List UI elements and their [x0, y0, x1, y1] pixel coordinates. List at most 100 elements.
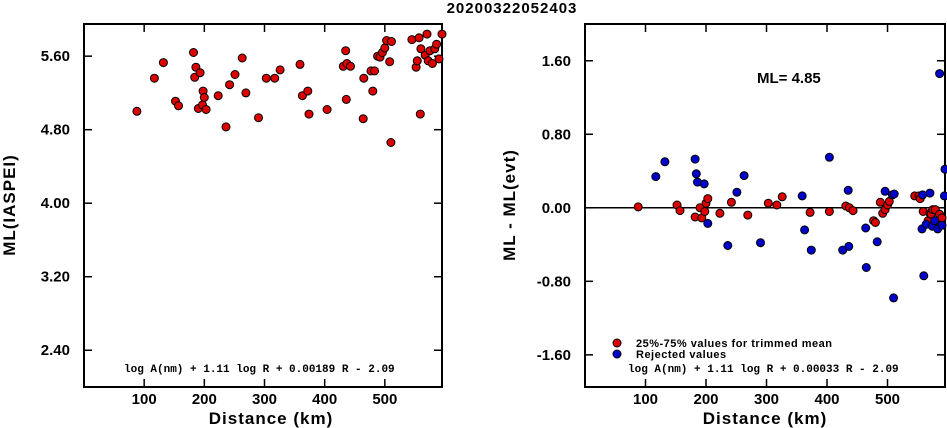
left-data-point	[437, 29, 447, 39]
left-data-point	[407, 35, 417, 45]
right-data-point	[870, 218, 880, 227]
right-data-point	[918, 190, 928, 200]
right-data-point	[772, 200, 782, 210]
left-data-point	[385, 57, 395, 67]
right-data-point	[889, 189, 899, 199]
left-x-tick-label: 500	[372, 391, 397, 408]
left-x-tick-label: 100	[132, 391, 157, 408]
left-data-point	[174, 101, 183, 111]
right-data-point	[690, 154, 700, 164]
left-data-point	[199, 93, 209, 102]
left-data-point	[261, 73, 271, 83]
left-data-point	[341, 94, 351, 104]
right-data-point	[699, 179, 709, 189]
right-data-point	[739, 171, 749, 181]
left-data-point	[387, 37, 396, 46]
left-x-axis-label: Distance (km)	[209, 409, 333, 428]
right-data-point	[937, 220, 947, 230]
legend-label-trimmed: 25%-75% values for trimmed mean	[636, 338, 832, 350]
right-data-point	[940, 164, 947, 174]
left-y-tick-label: 3.20	[41, 269, 70, 286]
right-data-point	[732, 187, 742, 197]
left-data-point	[237, 53, 247, 63]
left-data-point	[416, 44, 426, 54]
left-formula-annotation: log A(nm) + 1.11 log R + 0.00189 R - 2.0…	[124, 364, 395, 376]
right-data-point	[861, 223, 871, 233]
right-data-point	[824, 207, 834, 216]
left-data-point	[415, 109, 425, 119]
right-data-point	[930, 216, 940, 226]
left-data-point	[370, 66, 380, 76]
right-data-point	[848, 206, 858, 216]
right-formula-annotation: log A(nm) + 1.11 log R + 0.00033 R - 2.0…	[628, 364, 899, 376]
left-data-point	[380, 43, 390, 53]
right-plot-panel: 100 200 300 400 500 -1.60 -0.80 0.00 0.80 1.60 ML…	[500, 23, 947, 428]
left-data-point	[132, 106, 142, 116]
left-y-tick-label: 4.00	[41, 195, 70, 212]
right-x-tick-label: 500	[875, 391, 900, 408]
legend-marker-trimmed	[612, 338, 622, 348]
left-data-point	[427, 59, 437, 68]
left-data-point	[422, 29, 432, 39]
left-plot-panel: 100 200 300 400 500 2.40 3.20 4.00 4.80 5.60 log …	[0, 23, 447, 428]
chart-title: 20200322052403	[447, 0, 578, 17]
right-x-tick-label: 100	[633, 391, 658, 408]
left-data-point	[158, 58, 168, 68]
left-data-point	[195, 68, 205, 78]
right-data-point	[651, 172, 661, 182]
right-data-point	[925, 188, 935, 198]
left-data-point	[386, 138, 396, 147]
right-data-point	[703, 194, 713, 204]
right-data-point	[700, 207, 710, 216]
left-data-point	[359, 73, 369, 83]
left-data-point	[432, 39, 442, 49]
right-y-tick-label: -0.80	[537, 273, 571, 290]
right-data-point	[633, 202, 643, 212]
right-y-tick-label: -1.60	[537, 347, 571, 364]
left-plot-frame	[83, 23, 443, 388]
right-data-point	[743, 210, 753, 220]
right-data-point	[726, 197, 736, 207]
left-data-point	[322, 105, 332, 114]
left-data-point	[225, 80, 235, 90]
right-data-point	[777, 192, 787, 202]
legend: 25%-75% values for trimmed mean Rejected…	[612, 338, 832, 361]
left-data-point	[149, 73, 159, 83]
right-plot-frame	[584, 23, 946, 388]
left-y-tick-label: 2.40	[41, 342, 70, 359]
left-data-point	[303, 86, 313, 96]
ml-value-label: ML= 4.85	[757, 70, 821, 87]
right-data-point	[703, 218, 713, 228]
right-data-point	[800, 225, 810, 235]
right-data-point	[715, 208, 725, 218]
left-data-point	[414, 33, 424, 43]
right-data-point	[756, 238, 765, 248]
right-y-tick-label: 0.80	[542, 126, 571, 143]
left-data-point	[434, 54, 444, 64]
left-data-point	[270, 73, 280, 83]
right-data-point	[919, 271, 929, 281]
right-data-point	[660, 157, 670, 167]
left-data-point	[368, 86, 378, 96]
right-data-point	[824, 152, 834, 162]
right-data-point	[675, 206, 685, 216]
left-y-tick-label: 4.80	[41, 122, 70, 139]
left-x-tick-label: 200	[192, 391, 217, 408]
right-x-tick-label: 300	[754, 391, 779, 408]
left-data-point	[341, 46, 351, 56]
left-data-point	[346, 61, 355, 71]
legend-label-rejected: Rejected values	[636, 349, 727, 361]
right-data-point	[797, 191, 807, 201]
right-y-axis-label: ML - ML(evt)	[500, 149, 519, 261]
left-y-tick-label: 5.60	[41, 48, 70, 65]
right-data-point	[935, 69, 945, 79]
legend-marker-rejected	[612, 349, 622, 359]
right-data-point	[843, 185, 853, 195]
left-data-point	[275, 65, 285, 75]
left-x-tick-label: 300	[252, 391, 277, 408]
right-data-point	[806, 245, 816, 255]
left-data-point	[295, 59, 305, 69]
right-y-tick-label: 0.00	[542, 200, 571, 217]
right-data-point	[880, 186, 890, 196]
